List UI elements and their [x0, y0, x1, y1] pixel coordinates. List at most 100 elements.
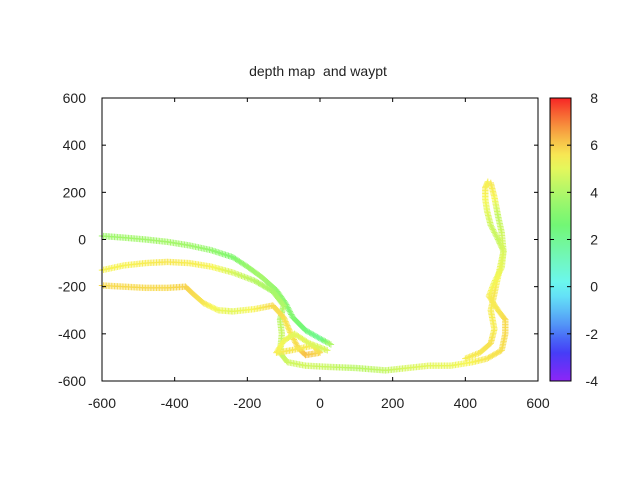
- y-tick-label: -200: [58, 279, 86, 295]
- data-point: [323, 339, 331, 346]
- data-point: [493, 350, 500, 357]
- data-point: [485, 354, 492, 362]
- data-point: [285, 325, 292, 332]
- data-point: [208, 303, 215, 311]
- data-point: [304, 328, 312, 335]
- data-point: [326, 340, 333, 347]
- colorbar-tick-label: -4: [586, 373, 599, 389]
- data-point: [244, 274, 251, 282]
- data-point: [463, 354, 470, 362]
- data-point: [314, 333, 321, 341]
- data-point: [483, 355, 491, 362]
- colorbar-tick-label: 6: [590, 137, 598, 153]
- data-point: [467, 353, 475, 360]
- data-point: [494, 236, 502, 243]
- data-point: [205, 302, 213, 309]
- data-point: [317, 344, 324, 351]
- data-point: [245, 275, 252, 282]
- data-point: [292, 340, 300, 347]
- data-point: [486, 353, 493, 361]
- data-point: [235, 271, 242, 278]
- data-point: [490, 227, 497, 235]
- data-point: [475, 350, 482, 357]
- y-tick-label: 600: [63, 90, 87, 106]
- axes: -600 -400 -200 0 200 400 600 -600 -400 -200 0 200 40…: [58, 90, 550, 411]
- data-point: [281, 315, 288, 322]
- data-point: [247, 275, 254, 283]
- data-point: [305, 340, 313, 347]
- data-point: [489, 226, 497, 233]
- data-point: [462, 355, 469, 362]
- colorbar-tick-label: 8: [590, 90, 598, 106]
- colorbar-tick-label: 0: [590, 279, 598, 295]
- data-point: [487, 353, 495, 360]
- data-point: [319, 345, 327, 352]
- data-point: [307, 330, 314, 337]
- data-point: [469, 352, 476, 359]
- y-tick-label: 0: [78, 232, 86, 248]
- data-point: [286, 327, 293, 335]
- data-point: [315, 334, 322, 341]
- data-point: [312, 333, 320, 340]
- data-point: [322, 346, 330, 353]
- data-point: [213, 306, 221, 313]
- y-tick-label: -400: [58, 326, 86, 342]
- data-point: [472, 351, 479, 358]
- data-point: [489, 224, 496, 232]
- y-tick-label: 400: [63, 137, 87, 153]
- data-point: [489, 352, 496, 359]
- data-point: [242, 274, 250, 281]
- series-1: [98, 232, 335, 348]
- data-point: [312, 342, 320, 350]
- data-point: [316, 335, 324, 342]
- data-point: [473, 350, 481, 358]
- x-tick-label: 600: [526, 395, 550, 411]
- colorbar-axis: -4 -2 0 2 4 6 8: [550, 90, 598, 389]
- data-point: [318, 344, 325, 352]
- data-point: [491, 350, 499, 358]
- data-point: [327, 341, 335, 348]
- data-point: [310, 341, 317, 349]
- data-point: [324, 347, 331, 354]
- data-point: [495, 237, 502, 245]
- data-point: [318, 336, 325, 343]
- data-point: [248, 276, 255, 283]
- data-point: [304, 339, 311, 346]
- data-point: [280, 314, 287, 321]
- data-point: [302, 327, 309, 334]
- data-point: [310, 331, 317, 338]
- data-point: [494, 349, 501, 356]
- x-tick-label: 400: [454, 395, 478, 411]
- data-point: [311, 342, 318, 349]
- data-point: [201, 300, 209, 308]
- data-point: [306, 329, 313, 336]
- data-point: [282, 318, 289, 325]
- data-point: [486, 291, 493, 298]
- colorbar-tick-label: 4: [590, 184, 598, 200]
- data-point: [233, 270, 241, 278]
- data-point: [238, 272, 245, 280]
- data-point: [212, 305, 219, 313]
- data-point: [285, 305, 292, 313]
- data-point: [241, 273, 248, 281]
- data-point: [200, 299, 207, 307]
- data-point: [491, 229, 498, 236]
- data-point: [285, 326, 293, 333]
- series-2: [98, 178, 509, 374]
- data-point: [319, 336, 326, 344]
- series-4: [462, 179, 507, 362]
- data-point: [211, 305, 218, 312]
- data-point: [465, 354, 472, 361]
- x-tick-label: 0: [316, 395, 324, 411]
- data-point: [203, 301, 210, 308]
- data-point: [494, 234, 501, 242]
- data-point: [307, 340, 314, 348]
- chart-title: depth map and waypt: [249, 63, 387, 79]
- data-point: [231, 269, 238, 277]
- data-point: [484, 178, 492, 185]
- data-point: [292, 339, 299, 346]
- data-point: [204, 301, 211, 309]
- data-point: [308, 341, 316, 348]
- data-point: [321, 346, 328, 353]
